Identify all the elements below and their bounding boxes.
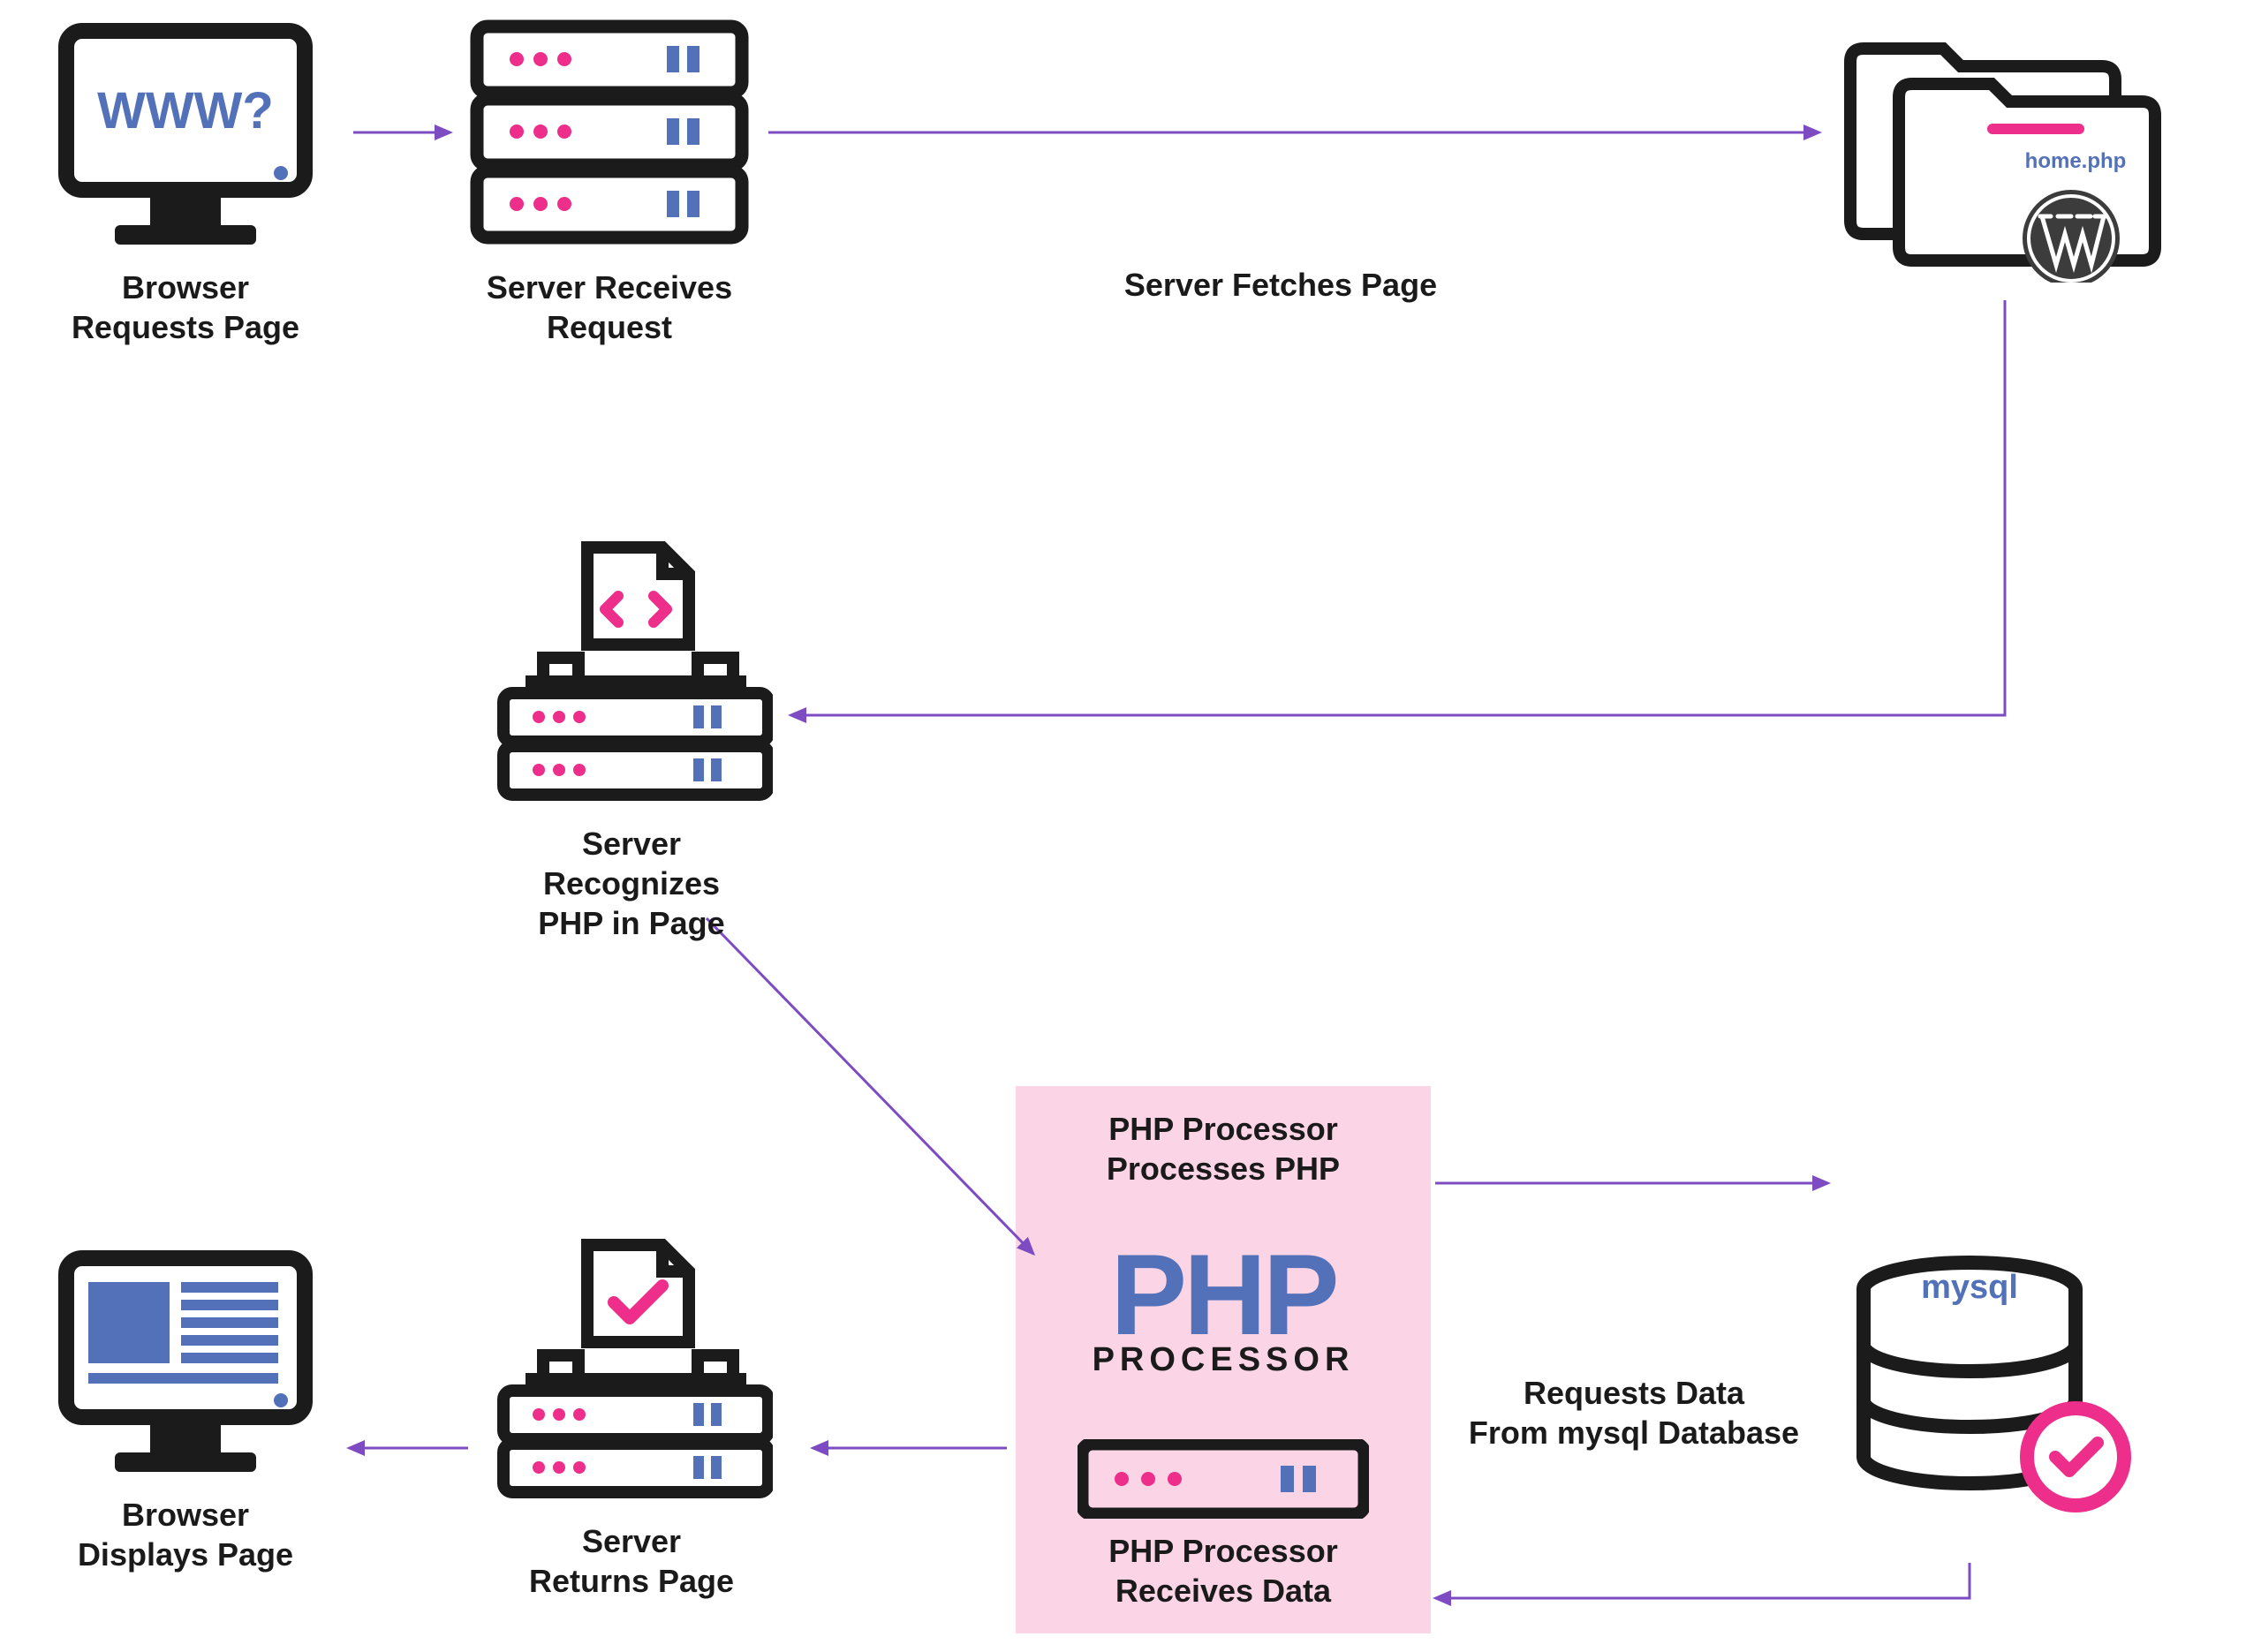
mysql-to-phpbox [1435,1563,1970,1598]
mysql-text: mysql [1921,1269,2018,1306]
php-bottom-label1: PHP Processor [1108,1533,1337,1569]
server-php-label1: Server Recognizes [543,826,720,901]
php-server-icon [1078,1439,1369,1519]
diagram-canvas: PHP Processor Processes PHP PHP PROCESSO… [0,0,2261,1652]
monitor-www-icon: WWW? [53,18,318,247]
browser-req-label1: Browser [122,269,249,306]
php-big-text: PHP [1016,1243,1431,1346]
server-php-label2: PHP in Page [538,905,724,941]
server-recv-label2: Request [547,309,672,345]
monitor-page-icon [53,1245,318,1475]
server-ret-label2: Returns Page [529,1563,734,1599]
php-processor-box: PHP Processor Processes PHP PHP PROCESSO… [1016,1086,1431,1633]
folder-wp-icon: home.php [1828,18,2164,283]
home-php-text: home.php [2025,149,2127,173]
server-recognizes-php-node: Server Recognizes PHP in Page [490,539,773,943]
php-sub-text: PROCESSOR [1016,1341,1431,1379]
browser-displays-node: Browser Displays Page [53,1245,318,1574]
database-icon: mysql [1846,1254,2137,1519]
wordpress-folder-node: home.php [1828,18,2164,287]
browser-disp-label1: Browser [122,1497,249,1533]
mysql-node: mysql [1846,1254,2137,1523]
wp-down-to-phpserver [790,300,2005,715]
php-bottom-label2: Receives Data [1115,1573,1331,1609]
phpserver-to-phpbox [707,918,1033,1254]
server-php-icon [490,539,773,803]
browser-requests-node: WWW? Browser Requests Page [53,18,318,347]
php-top-label1: PHP Processor [1108,1111,1337,1147]
server-returns-node: Server Returns Page [490,1236,773,1601]
browser-req-label2: Requests Page [72,309,299,345]
server-ret-label1: Server [582,1523,681,1559]
php-top-label2: Processes PHP [1107,1150,1340,1187]
server-receives-node: Server Receives Request [468,18,751,347]
server-fetches-label: Server Fetches Page [1060,265,1501,305]
server-recv-label1: Server Receives [487,269,732,306]
requests-data-label: Requests Data From mysql Database [1444,1373,1824,1452]
server-return-icon [490,1236,773,1501]
server-stack-icon [468,18,751,247]
browser-disp-label2: Displays Page [78,1536,293,1573]
www-text: WWW? [97,82,274,140]
